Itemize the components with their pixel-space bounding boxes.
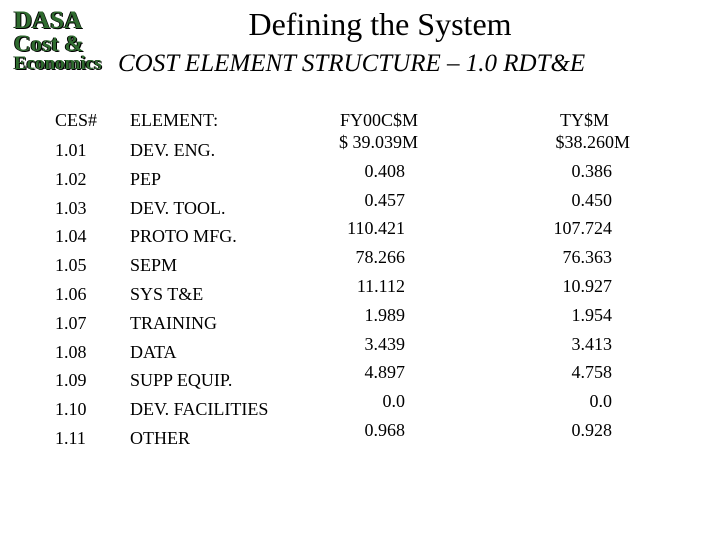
- cost-value: 0.457: [364, 189, 406, 210]
- cost-value: 110.421: [347, 218, 405, 239]
- cost-value: 11.112: [356, 276, 405, 296]
- ces-number: 1.11: [55, 428, 86, 448]
- ces-number: 1.04: [55, 226, 87, 247]
- element-name: TRAINING: [130, 312, 217, 333]
- subtitle: COST ELEMENT STRUCTURE – 1.0 RDT&E: [118, 50, 586, 77]
- cost-value: 1.954: [571, 304, 613, 325]
- element-name: DATA: [130, 341, 177, 362]
- title: Defining the System: [248, 6, 512, 42]
- logo-line: DASA: [14, 7, 83, 34]
- cost-value: 0.386: [571, 160, 613, 181]
- column-header: TY$M: [560, 110, 609, 130]
- cost-value: 0.450: [571, 189, 613, 210]
- cost-value: $ 39.039M: [338, 132, 418, 152]
- element-name: SYS T&E: [130, 284, 204, 304]
- element-name: PEP: [130, 168, 162, 189]
- cost-value: 0.968: [364, 420, 406, 440]
- cost-value: 10.927: [562, 276, 613, 296]
- ces-number: 1.07: [55, 312, 87, 333]
- cost-value: 4.897: [364, 362, 406, 383]
- ces-number: 1.06: [55, 284, 87, 304]
- column-header: ELEMENT:: [130, 110, 219, 130]
- cost-value: 4.758: [571, 362, 613, 383]
- cost-value: 3.413: [571, 333, 613, 354]
- ces-number: 1.05: [55, 255, 87, 276]
- cost-value: 78.266: [355, 247, 406, 268]
- ces-number: 1.10: [55, 399, 87, 420]
- cost-value: 0.0: [382, 391, 406, 412]
- logo-line: Cost &: [14, 31, 84, 56]
- cost-value: 1.989: [364, 304, 406, 325]
- element-name: DEV. TOOL.: [130, 197, 226, 218]
- cost-value: 3.439: [364, 333, 406, 354]
- cost-value: 0.928: [571, 420, 613, 440]
- cost-value: 0.0: [589, 391, 613, 412]
- element-name: OTHER: [130, 428, 190, 448]
- cost-value: $38.260M: [555, 132, 630, 152]
- ces-number: 1.02: [55, 168, 87, 189]
- cost-value: 0.408: [364, 160, 406, 181]
- logo-line: Economics: [14, 53, 102, 74]
- element-name: DEV. FACILITIES: [130, 399, 269, 420]
- element-name: SUPP EQUIP.: [130, 370, 233, 391]
- ces-number: 1.08: [55, 341, 87, 362]
- element-name: DEV. ENG.: [130, 140, 216, 160]
- column-header: CES#: [55, 110, 98, 130]
- element-name: SEPM: [130, 255, 178, 276]
- ces-number: 1.03: [55, 197, 87, 218]
- element-name: PROTO MFG.: [130, 226, 237, 247]
- cost-value: 107.724: [553, 218, 613, 239]
- ces-number: 1.01: [55, 140, 87, 160]
- cost-value: 76.363: [562, 247, 613, 268]
- ces-number: 1.09: [55, 370, 87, 391]
- column-header: FY00C$M: [340, 110, 419, 130]
